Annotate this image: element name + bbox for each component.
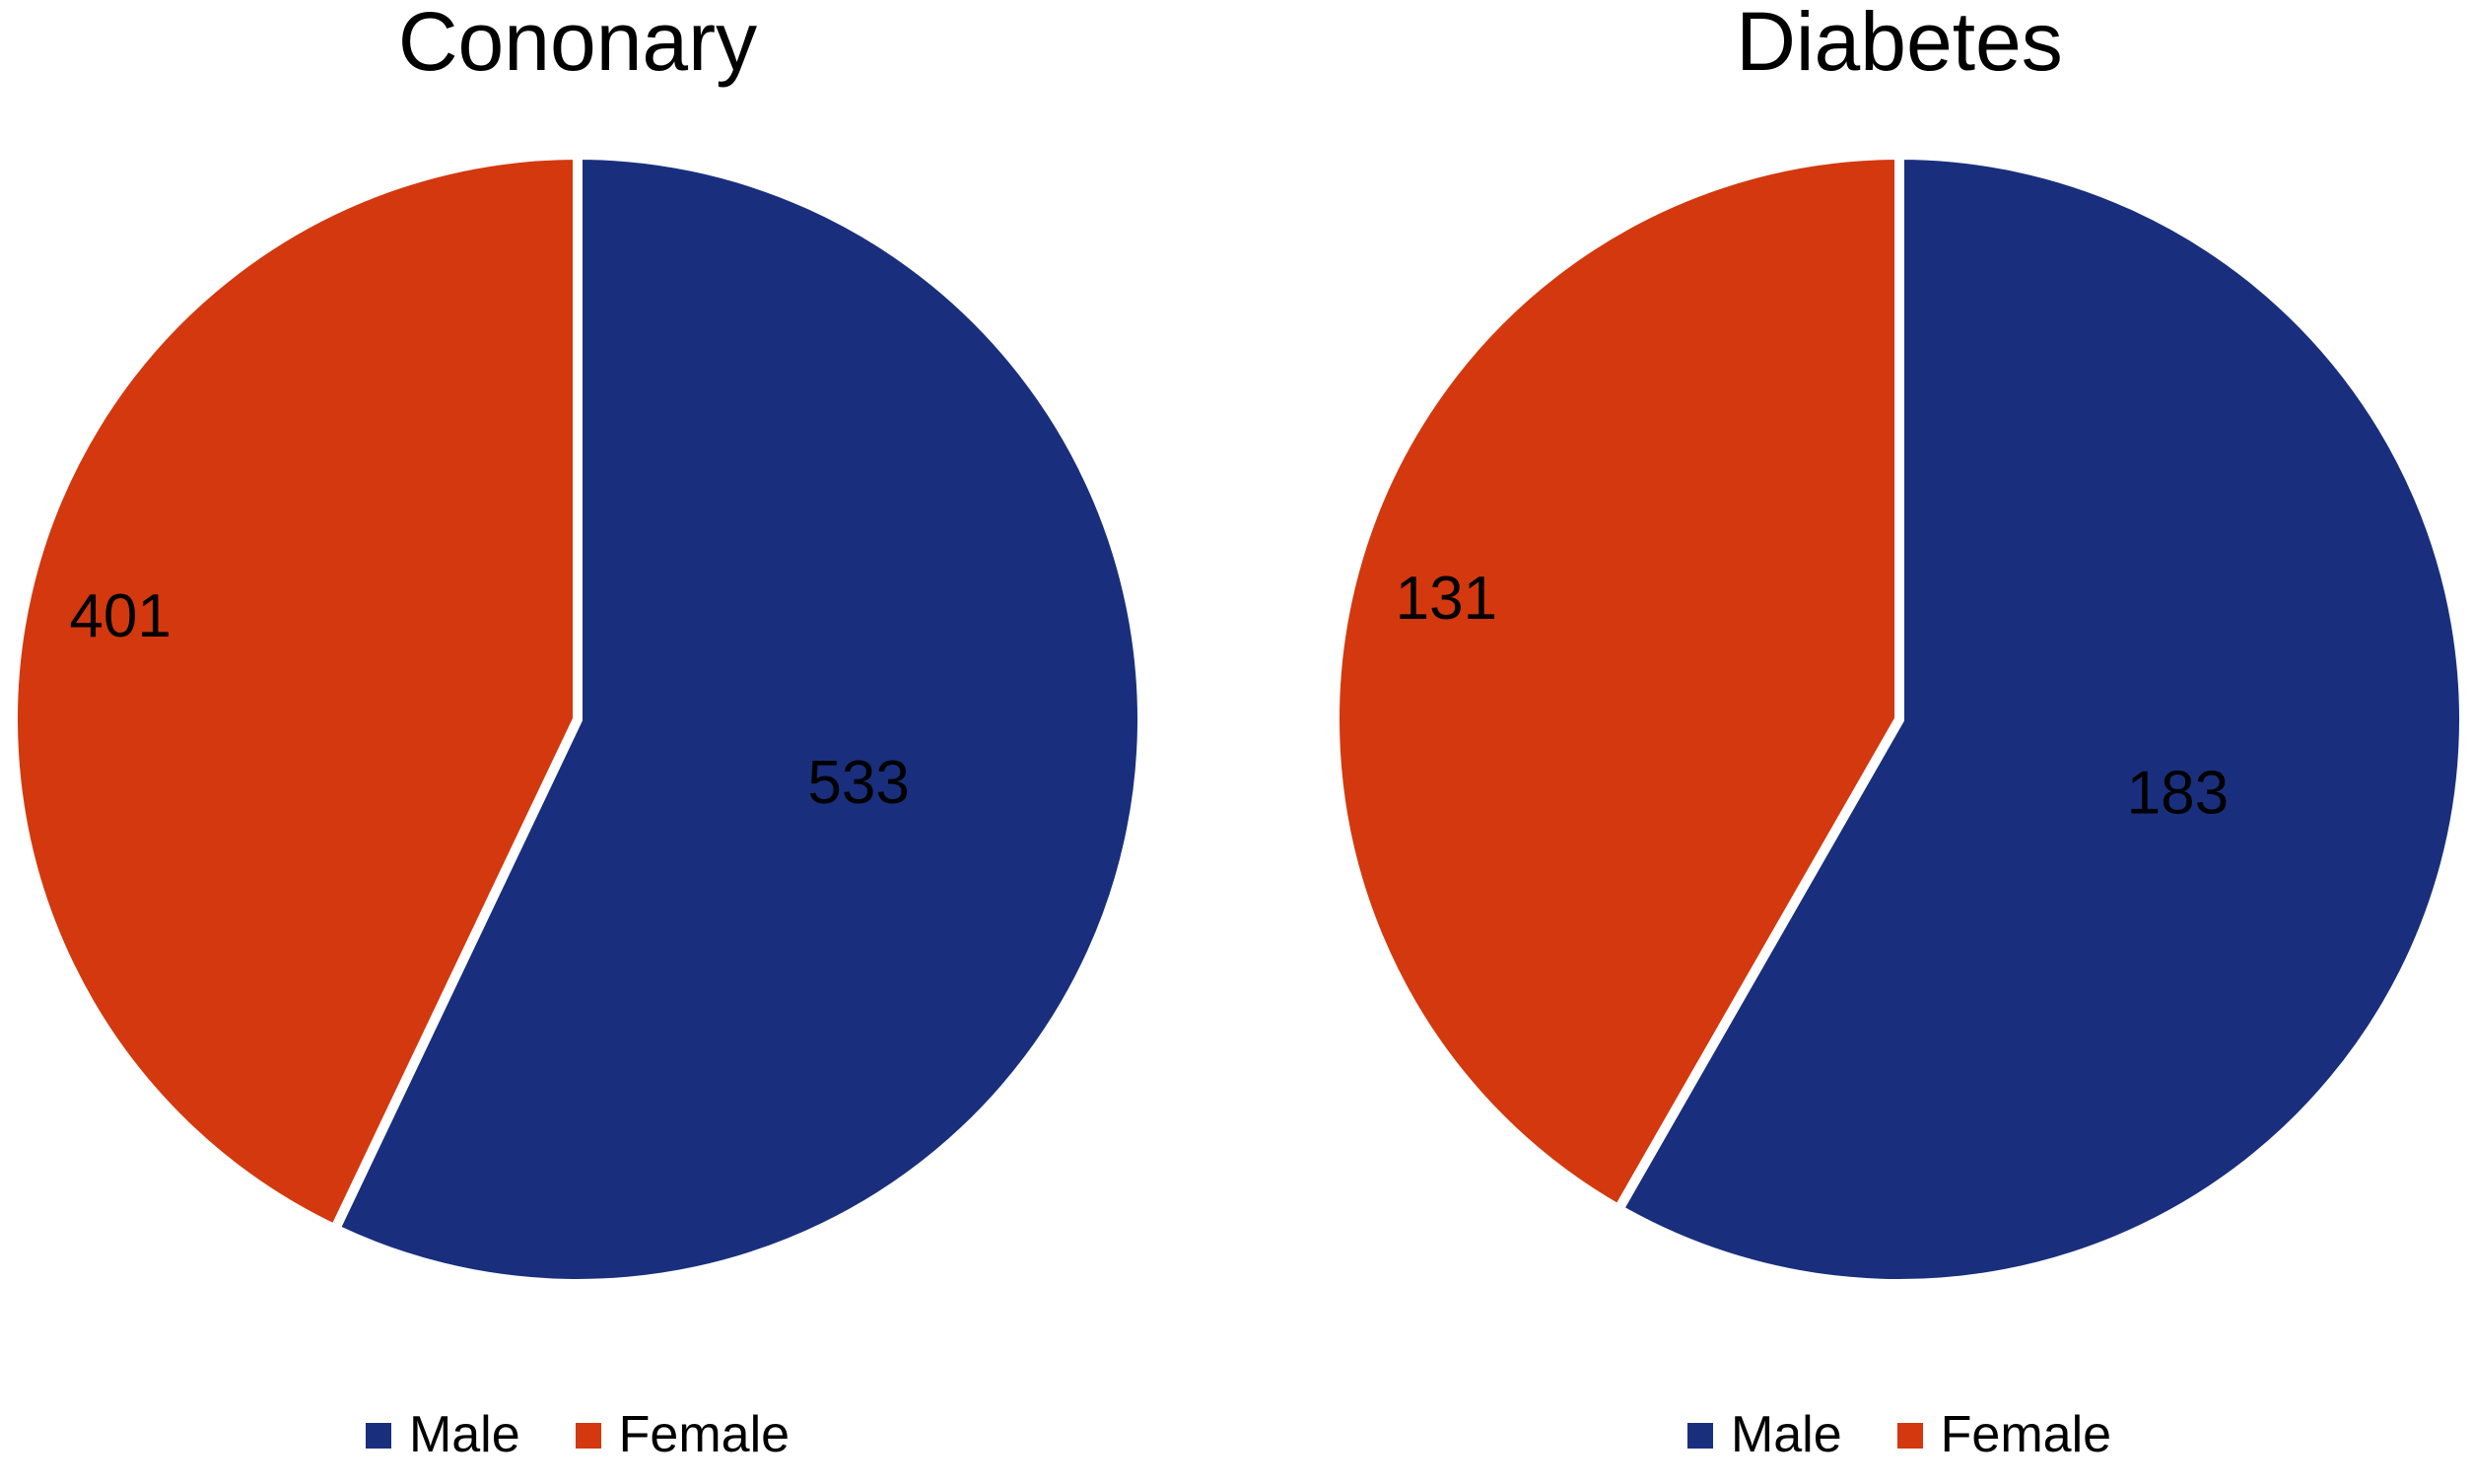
chart-title-diabetes: Diabetes — [1736, 0, 2063, 88]
pie-slice-female — [1330, 149, 1904, 1217]
male-color-swatch — [1686, 1422, 1713, 1449]
legend-diabetes: Male Female — [1328, 1406, 2471, 1463]
pie-cononary: 533 401 — [8, 149, 1148, 1289]
pie-slice-female — [8, 149, 583, 1237]
pie-slice-male — [1612, 149, 2469, 1289]
value-label-female: 401 — [69, 582, 171, 650]
pie-diabetes: 183 131 — [1330, 149, 2469, 1289]
legend-label-female: Female — [618, 1406, 791, 1463]
legend-item-male: Male — [1686, 1406, 1842, 1463]
male-color-swatch — [365, 1422, 391, 1449]
legend-label-male: Male — [1730, 1406, 1842, 1463]
female-color-swatch — [1896, 1422, 1923, 1449]
pie-slice-male — [328, 149, 1148, 1289]
legend-item-female: Female — [575, 1406, 791, 1463]
legend-item-female: Female — [1896, 1406, 2112, 1463]
female-color-swatch — [575, 1422, 601, 1449]
pie-chart-cononary: Cononary 533 401 Male Female — [6, 0, 1149, 1484]
legend-label-male: Male — [408, 1406, 520, 1463]
pie-chart-diabetes: Diabetes 183 131 Male Female — [1328, 0, 2471, 1484]
legend-cononary: Male Female — [6, 1406, 1149, 1463]
value-label-male: 183 — [2127, 760, 2229, 828]
chart-title-cononary: Cononary — [397, 0, 758, 88]
legend-item-male: Male — [365, 1406, 520, 1463]
legend-label-female: Female — [1940, 1406, 2112, 1463]
value-label-male: 533 — [807, 749, 909, 817]
value-label-female: 131 — [1396, 565, 1497, 633]
